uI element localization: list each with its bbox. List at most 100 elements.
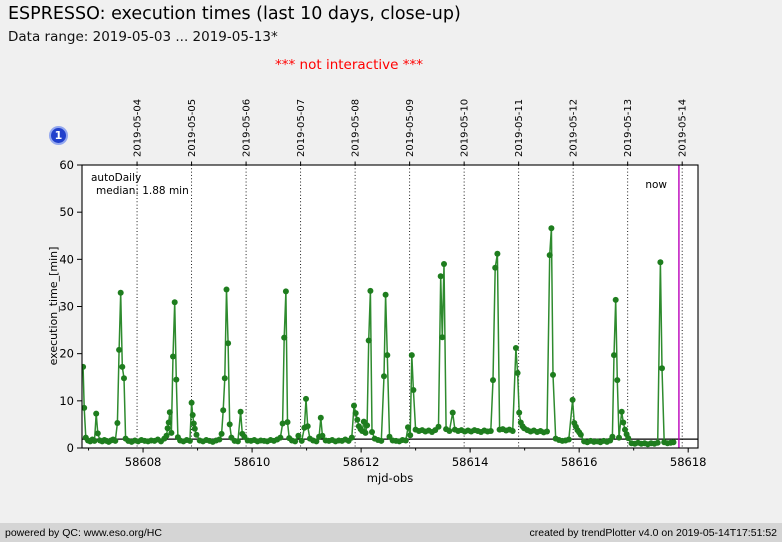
data-point xyxy=(514,370,521,376)
data-point xyxy=(277,434,284,441)
data-point xyxy=(163,432,170,439)
data-point xyxy=(381,373,387,380)
data-point xyxy=(171,299,178,306)
x-tick-label: 58612 xyxy=(343,455,380,469)
data-point xyxy=(494,250,501,257)
data-point xyxy=(609,433,616,440)
data-point xyxy=(369,429,375,435)
data-point xyxy=(292,438,299,445)
data-point xyxy=(407,432,414,439)
footer-bar: powered by QC: www.eso.org/HC created by… xyxy=(0,523,782,542)
data-point xyxy=(364,422,371,429)
data-point xyxy=(670,439,677,446)
data-point xyxy=(362,429,369,436)
not-interactive-notice: *** not interactive *** xyxy=(275,57,423,73)
data-point xyxy=(298,437,305,444)
annotation-series-name: autoDaily xyxy=(91,172,141,184)
footer-left-text: powered by QC: www.eso.org/HC xyxy=(5,526,162,539)
data-point xyxy=(82,363,87,370)
axis-ticks xyxy=(77,161,689,453)
data-point xyxy=(546,252,553,259)
data-point xyxy=(173,376,180,383)
data-point xyxy=(191,425,198,432)
page-subtitle: Data range: 2019-05-03 ... 2019-05-13* xyxy=(8,29,278,45)
data-point xyxy=(164,425,171,432)
data-point xyxy=(492,264,499,271)
footer-right-text: created by trendPlotter v4.0 on 2019-05-… xyxy=(529,526,778,539)
now-label: now xyxy=(645,179,667,191)
data-point xyxy=(446,428,453,434)
data-point xyxy=(168,429,175,436)
data-point xyxy=(193,431,200,438)
y-tick-label: 60 xyxy=(59,158,74,172)
data-point xyxy=(516,409,523,416)
data-point xyxy=(654,439,661,446)
data-point xyxy=(221,375,228,382)
data-point xyxy=(439,334,446,341)
data-point xyxy=(348,434,355,441)
data-point xyxy=(569,396,576,403)
data-point xyxy=(354,416,361,423)
data-point xyxy=(402,437,409,444)
data-series xyxy=(82,225,677,448)
data-point xyxy=(220,407,227,414)
data-point xyxy=(170,353,176,360)
date-label: 2019-05-12 xyxy=(569,99,580,157)
data-point xyxy=(410,387,417,393)
data-point xyxy=(226,421,233,428)
data-point xyxy=(189,412,196,418)
data-point xyxy=(565,436,572,443)
plot-background xyxy=(82,165,698,448)
x-tick-label: 58610 xyxy=(234,455,271,469)
data-point xyxy=(435,423,442,430)
data-point xyxy=(550,371,556,378)
y-tick-label: 50 xyxy=(59,205,74,219)
data-point xyxy=(121,375,127,382)
data-point xyxy=(281,334,288,341)
y-tick-label: 0 xyxy=(67,441,74,455)
date-label: 2019-05-10 xyxy=(460,99,471,157)
data-point xyxy=(188,399,195,406)
plot-index-badge[interactable]: 1 xyxy=(49,126,68,145)
data-point xyxy=(114,420,121,426)
data-point xyxy=(317,414,324,421)
data-point xyxy=(284,419,291,426)
x-axis-label: mjd-obs xyxy=(367,471,413,485)
data-point xyxy=(490,377,496,384)
data-point xyxy=(279,420,286,427)
data-point xyxy=(352,410,359,417)
data-point xyxy=(223,286,230,293)
data-point xyxy=(437,273,444,280)
data-point xyxy=(659,365,665,372)
data-point xyxy=(441,261,447,267)
data-point xyxy=(165,419,172,426)
data-point xyxy=(384,352,391,359)
night-boundary-gridlines xyxy=(136,165,683,448)
date-label: 2019-05-14 xyxy=(678,99,689,157)
x-tick-label: 58616 xyxy=(561,455,598,469)
data-point xyxy=(319,432,326,439)
x-tick-label: 58618 xyxy=(670,455,707,469)
data-point xyxy=(622,426,628,433)
data-point xyxy=(620,419,627,426)
data-point xyxy=(166,409,173,416)
data-point xyxy=(282,288,289,295)
data-point xyxy=(611,352,617,359)
date-label: 2019-05-13 xyxy=(623,99,634,157)
data-point xyxy=(544,428,550,435)
data-point xyxy=(382,291,389,298)
x-tick-label: 58614 xyxy=(452,455,489,469)
data-point xyxy=(367,287,374,294)
data-point xyxy=(237,408,244,415)
y-tick-label: 40 xyxy=(59,252,74,266)
data-point xyxy=(225,340,232,347)
trend-plot: 58608 58610 58612 58614 58616 58618 0 10 20 30 40 5… xyxy=(47,99,707,485)
data-point xyxy=(117,289,124,296)
page-title: ESPRESSO: execution times (last 10 days,… xyxy=(8,4,461,24)
data-point xyxy=(616,434,622,441)
data-point xyxy=(449,409,456,416)
data-point xyxy=(405,424,411,431)
data-point xyxy=(218,430,225,437)
date-label: 2019-05-07 xyxy=(296,99,307,157)
date-label: 2019-05-06 xyxy=(242,99,253,157)
